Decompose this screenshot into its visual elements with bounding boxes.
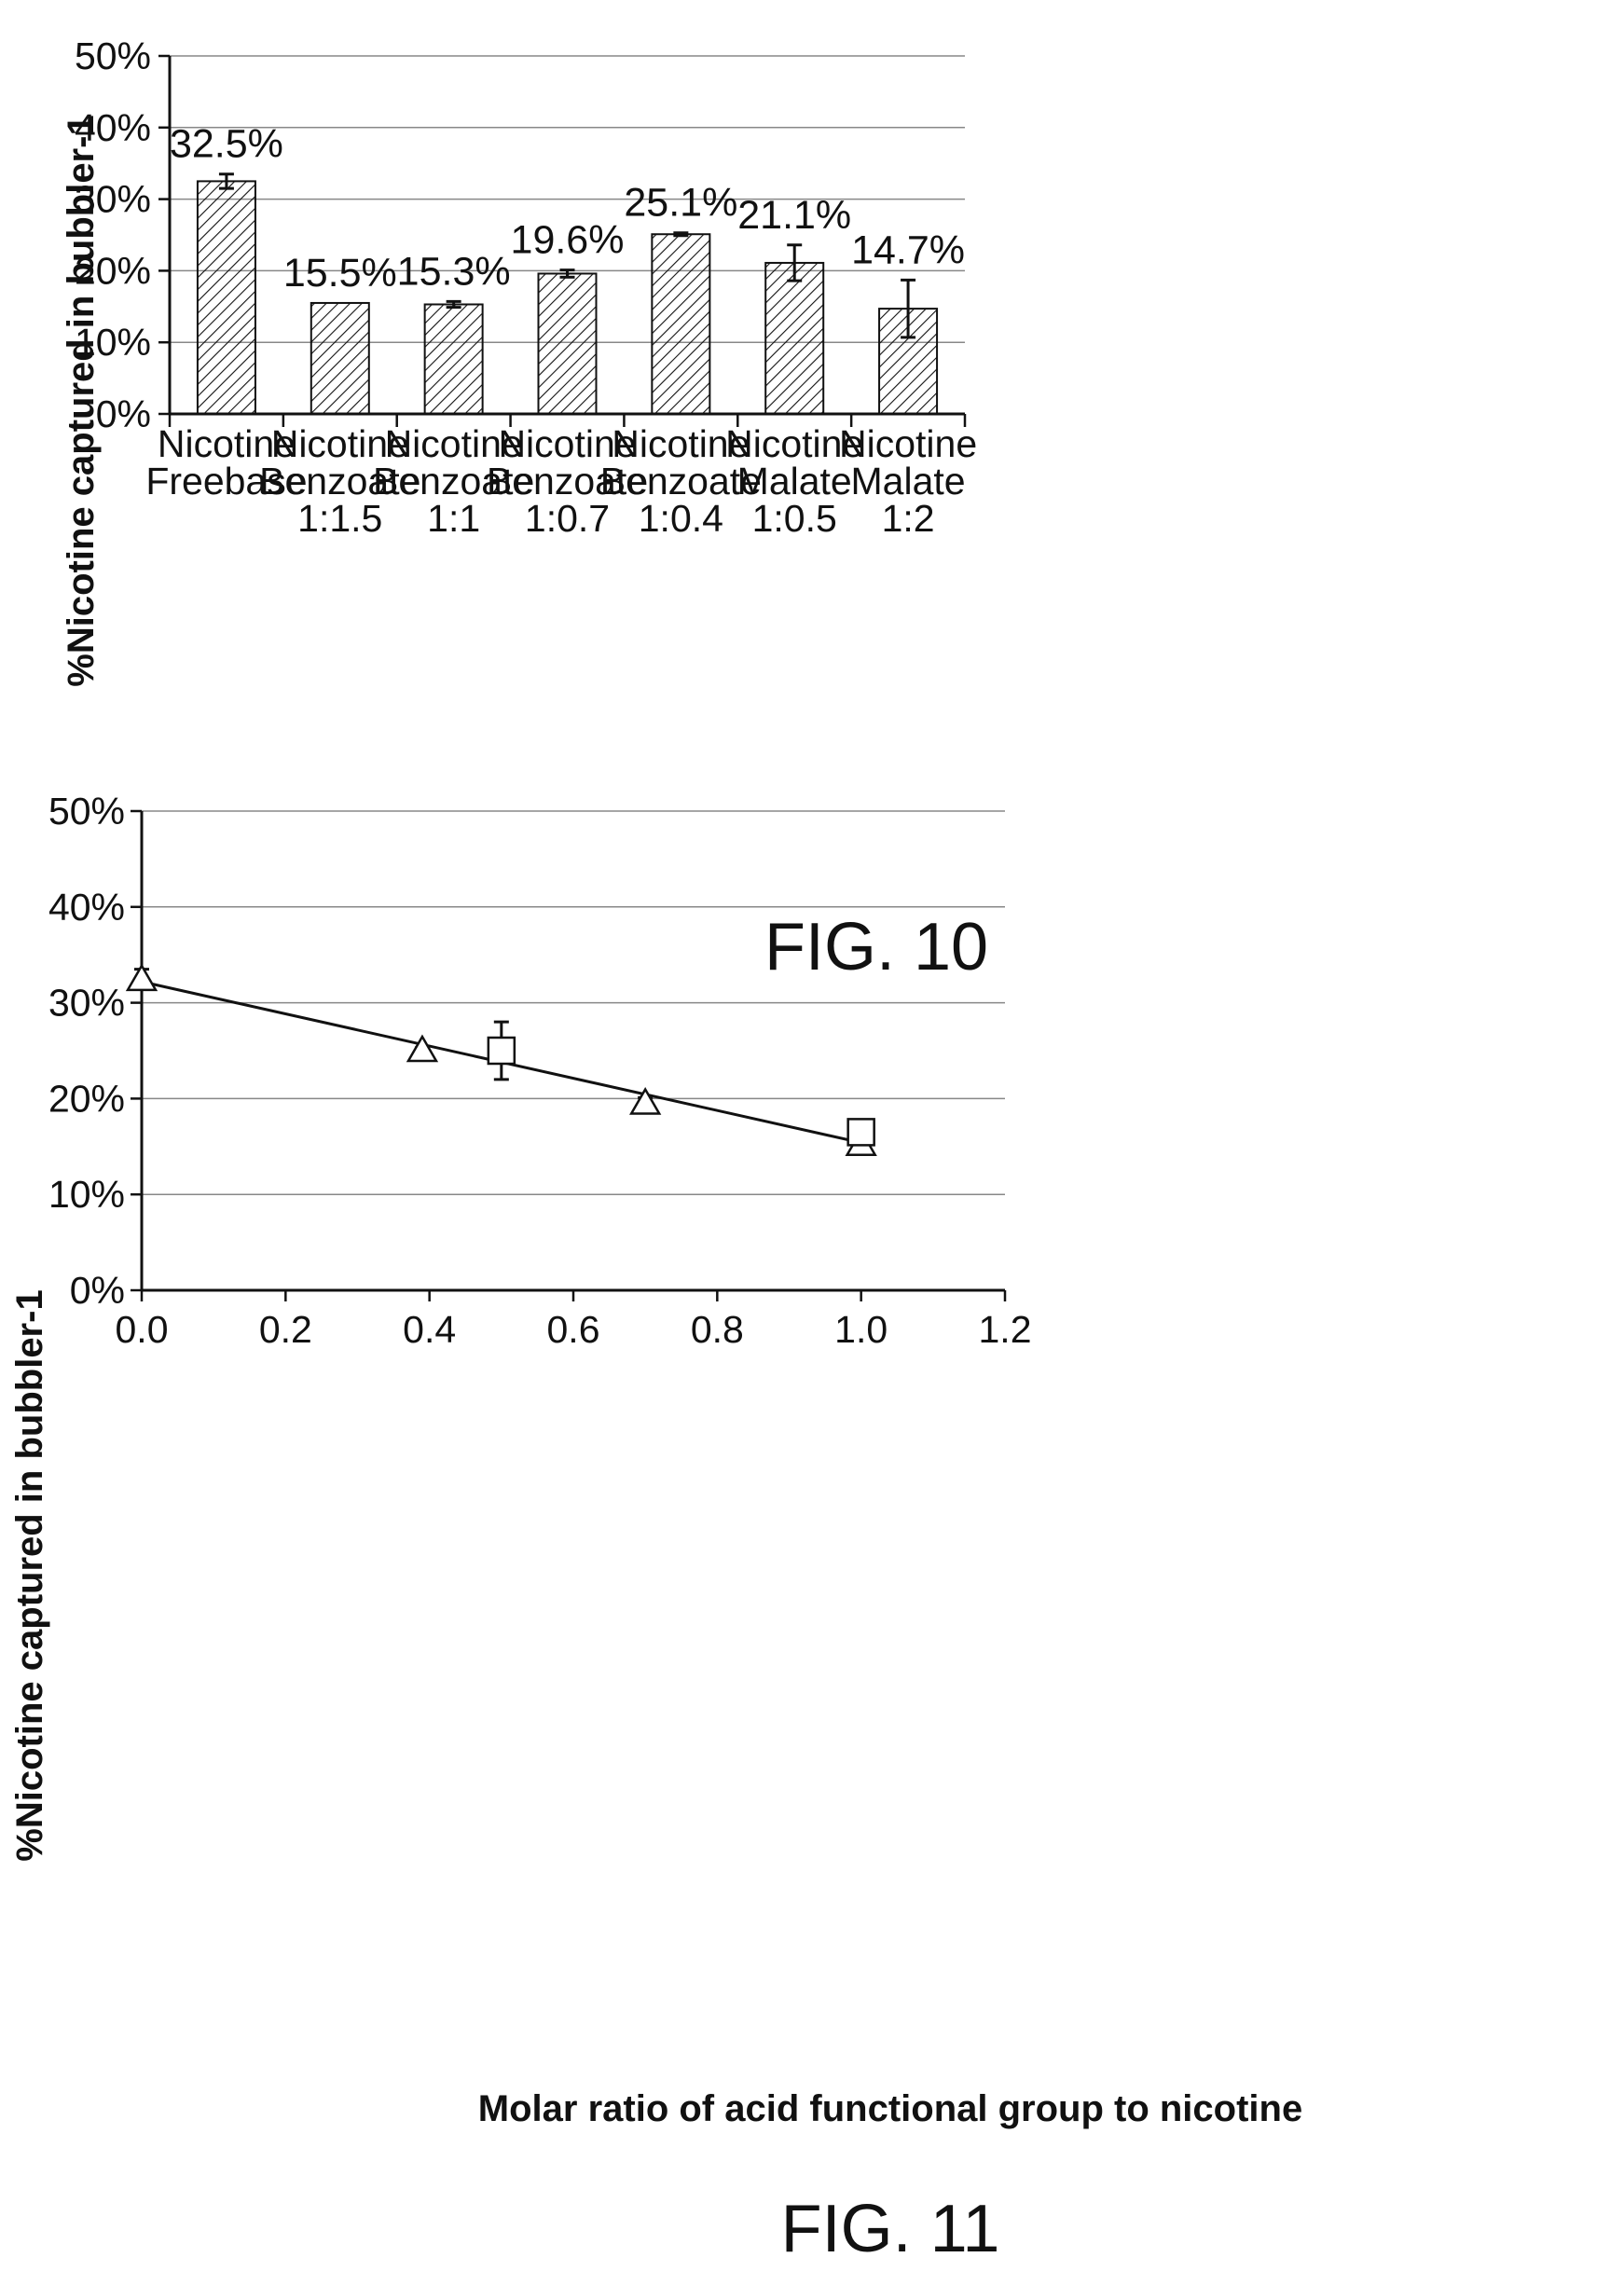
fig11-caption: FIG. 11 [781,2192,1000,2266]
fig11-x-tick-labels: 0.0 0.2 0.4 0.6 0.8 1.0 1.2 [116,1308,1032,1351]
fig11-x-tick-label: 0.8 [691,1308,744,1351]
fig10-axes [158,54,967,427]
fig11-triangle-point [629,1087,662,1115]
fig10-category-label: Malate [737,460,852,502]
fig10-category-label: Nicotine [612,422,750,465]
fig11-axes [131,809,1007,1301]
fig10-category-label: Benzoate [487,460,648,502]
fig10-y-tick-label: 0% [96,392,151,435]
fig11-triangle-point [125,963,158,992]
fig11-scatter-chart: 0%10%20%30%40%50% 0.0 0.2 0.4 0.6 0.8 1.0 1.2 … [9,790,1302,2266]
fig11-points [125,963,877,1156]
fig10-category-label: Nicotine [158,422,296,465]
fig10-bar [764,261,825,415]
fig10-category-label: Nicotine [385,422,523,465]
fig10-data-label: 32.5% [170,122,283,167]
fig11-square-point [487,1036,516,1066]
fig11-gridlines [142,810,1005,1195]
fig10-data-label: 15.3% [397,249,511,294]
fig10-gridlines [170,55,965,343]
fig11-y-tick-labels: 0% 10% 20% 30% 40% 50% [48,790,125,1312]
fig11-x-tick-label: 0.6 [547,1308,600,1351]
fig10-bar [423,303,484,415]
fig10-category-label: Nicotine [725,422,863,465]
fig11-x-tick-label: 0.4 [403,1308,456,1351]
fig10-category-label: 1:2 [882,497,935,540]
fig10-data-label: 25.1% [624,181,737,226]
fig11-y-tick-label: 10% [48,1173,125,1216]
fig10-y-axis-label: %Nicotine captured in bubbler-1 [61,115,102,686]
fig10-data-label: 19.6% [511,218,625,263]
fig10-data-label: 21.1% [737,193,851,238]
fig10-bar [310,301,370,415]
fig10-category-label: 1:0.7 [525,497,610,540]
fig11-x-tick-label: 0.2 [259,1308,312,1351]
fig10-category-label: Freebase [145,460,307,502]
fig10-category-label: Nicotine [271,422,409,465]
fig10-caption: FIG. 10 [764,910,988,984]
fig10-y-tick-labels: 0% 10% 20% 30% 40% 50% [75,34,151,435]
fig10-category-label: 1:1 [427,497,480,540]
fig10-category-label: Benzoate [373,460,534,502]
fig10-category-label: Nicotine [498,422,636,465]
fig10-category-label: 1:0.5 [752,497,837,540]
fig10-data-label: 15.5% [283,251,397,296]
fig10-y-tick-label: 30% [75,178,151,221]
fig10-y-tick-label: 40% [75,106,151,149]
fig10-category-label: 1:0.4 [639,497,723,540]
fig11-y-tick-label: 20% [48,1077,125,1120]
fig10-y-tick-label: 20% [75,249,151,292]
fig10-bars: 32.5% 15.5% 15.3%19.6%25.1% 21.1%14.7% [170,122,965,415]
fig10-category-label: Benzoate [600,460,762,502]
fig11-y-tick-label: 40% [48,886,125,929]
fig10-category-label: 1:1.5 [297,497,382,540]
fig11-square-point [846,1118,875,1147]
fig10-bar-chart: 32.5% 15.5% 15.3%19.6%25.1% 21.1%14.7% 0% 10… [61,34,988,984]
fig10-category-label: Nicotine [839,422,977,465]
fig10-y-tick-label: 50% [75,34,151,77]
fig11-y-tick-label: 30% [48,982,125,1025]
fig11-x-axis-label: Molar ratio of acid functional group to … [478,2088,1302,2129]
fig11-x-tick-label: 1.0 [834,1308,888,1351]
fig11-y-tick-label: 50% [48,790,125,833]
fig11-x-tick-label: 1.2 [979,1308,1032,1351]
fig10-data-label: 14.7% [851,227,965,272]
fig10-bar [196,180,256,415]
fig11-x-tick-label: 0.0 [116,1308,169,1351]
fig10-category-labels: NicotineFreebaseNicotineBenzoate1:1.5Nic… [145,422,977,540]
fig10-category-label: Benzoate [259,460,420,502]
fig11-triangle-point [406,1034,439,1063]
fig10-bar [537,272,598,415]
fig11-y-tick-label: 0% [70,1269,125,1312]
fig10-y-tick-label: 10% [75,321,151,364]
fig11-y-axis-label: %Nicotine captured in bubbler-1 [9,1289,50,1861]
fig10-bar [651,233,711,415]
fig10-category-label: Malate [851,460,966,502]
